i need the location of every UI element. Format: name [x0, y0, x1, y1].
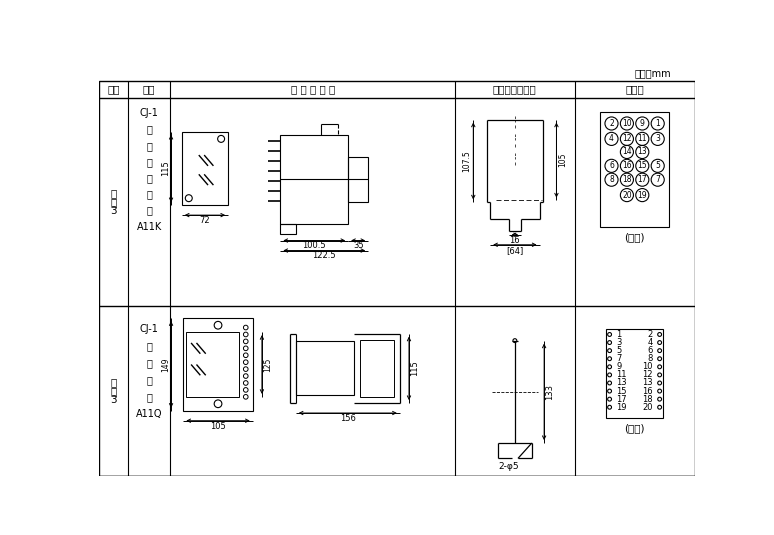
Bar	[182, 132, 228, 205]
Text: 图: 图	[110, 197, 116, 207]
Text: 10: 10	[622, 119, 632, 128]
Text: 1: 1	[656, 119, 660, 128]
Text: CJ-1: CJ-1	[139, 324, 159, 334]
Text: 图: 图	[110, 386, 116, 396]
Text: 板: 板	[146, 341, 152, 351]
Text: 107.5: 107.5	[463, 150, 471, 172]
Text: 嵌: 嵌	[146, 125, 152, 135]
Text: 12: 12	[622, 134, 632, 143]
Text: 2: 2	[647, 330, 652, 339]
Text: 附: 附	[110, 377, 116, 387]
Bar	[183, 318, 252, 411]
Text: 14: 14	[622, 148, 632, 156]
Text: 3: 3	[656, 134, 660, 143]
Text: 3: 3	[110, 207, 117, 216]
Text: 18: 18	[622, 175, 632, 184]
Bar	[296, 341, 354, 395]
Text: 2: 2	[609, 119, 614, 128]
Text: 149: 149	[161, 357, 170, 372]
Text: 外 形 尺 寸 图: 外 形 尺 寸 图	[290, 85, 335, 95]
Text: 接: 接	[146, 189, 152, 200]
Text: 115: 115	[410, 361, 419, 376]
Text: 4: 4	[609, 134, 614, 143]
Text: 结构: 结构	[143, 85, 156, 95]
Text: CJ-1: CJ-1	[139, 109, 159, 118]
Text: 20: 20	[642, 403, 652, 412]
Text: 13: 13	[617, 378, 627, 387]
Text: 附: 附	[110, 188, 116, 198]
Text: 2-φ5: 2-φ5	[498, 462, 519, 471]
Text: 35: 35	[353, 241, 364, 250]
Text: 4: 4	[647, 338, 652, 347]
Text: 133: 133	[545, 384, 554, 400]
Text: 16: 16	[622, 162, 632, 170]
Bar	[280, 224, 296, 234]
Text: [64]: [64]	[506, 246, 523, 255]
Text: (前视): (前视)	[625, 423, 645, 433]
Text: 13: 13	[638, 148, 647, 156]
Text: 7: 7	[617, 354, 622, 363]
Text: 17: 17	[617, 395, 627, 403]
Text: 19: 19	[638, 190, 647, 200]
Text: 11: 11	[617, 370, 627, 379]
Bar	[348, 157, 368, 202]
Bar	[280, 135, 348, 224]
Text: 5: 5	[656, 162, 660, 170]
Text: 前: 前	[146, 358, 152, 368]
Bar	[606, 329, 663, 418]
Text: 11: 11	[638, 134, 647, 143]
Text: 9: 9	[640, 119, 645, 128]
Text: 5: 5	[617, 346, 622, 355]
Text: 18: 18	[642, 395, 652, 403]
Text: A11K: A11K	[136, 221, 162, 232]
Text: 15: 15	[638, 162, 647, 170]
Text: 8: 8	[609, 175, 614, 184]
Text: (背视): (背视)	[625, 232, 645, 242]
Text: 3: 3	[110, 395, 117, 406]
Text: 105: 105	[211, 422, 226, 431]
Text: 式: 式	[146, 157, 152, 167]
Bar	[187, 332, 239, 397]
Text: 115: 115	[161, 160, 170, 177]
Text: 接: 接	[146, 375, 152, 385]
Bar	[360, 340, 394, 397]
Text: 7: 7	[656, 175, 660, 184]
Text: 线: 线	[146, 205, 152, 216]
Text: 8: 8	[647, 354, 652, 363]
Text: 156: 156	[340, 414, 356, 423]
Text: 72: 72	[200, 216, 211, 225]
Text: 3: 3	[617, 338, 622, 347]
Text: 入: 入	[146, 141, 152, 151]
Text: 安装开孔尺寸图: 安装开孔尺寸图	[493, 85, 536, 95]
Text: 100.5: 100.5	[303, 241, 326, 250]
Text: 单位：mm: 单位：mm	[635, 68, 671, 79]
Text: 9: 9	[617, 362, 622, 371]
Bar	[600, 112, 670, 227]
Text: 125: 125	[263, 357, 272, 372]
Text: A11Q: A11Q	[136, 409, 163, 419]
Text: 17: 17	[638, 175, 647, 184]
Text: 122.5: 122.5	[313, 251, 336, 261]
Text: 15: 15	[617, 387, 627, 395]
Text: 20: 20	[622, 190, 632, 200]
Text: 线: 线	[146, 392, 152, 402]
Text: 端子图: 端子图	[625, 85, 644, 95]
Text: 10: 10	[642, 362, 652, 371]
Text: 图号: 图号	[107, 85, 119, 95]
Text: 后: 后	[146, 173, 152, 183]
Text: 19: 19	[617, 403, 627, 412]
Text: 105: 105	[558, 153, 567, 167]
Text: 12: 12	[642, 370, 652, 379]
Text: 6: 6	[609, 162, 614, 170]
Text: 16: 16	[509, 235, 520, 244]
Text: 16: 16	[642, 387, 652, 395]
Text: 1: 1	[617, 330, 622, 339]
Text: 6: 6	[647, 346, 652, 355]
Text: 13: 13	[642, 378, 652, 387]
